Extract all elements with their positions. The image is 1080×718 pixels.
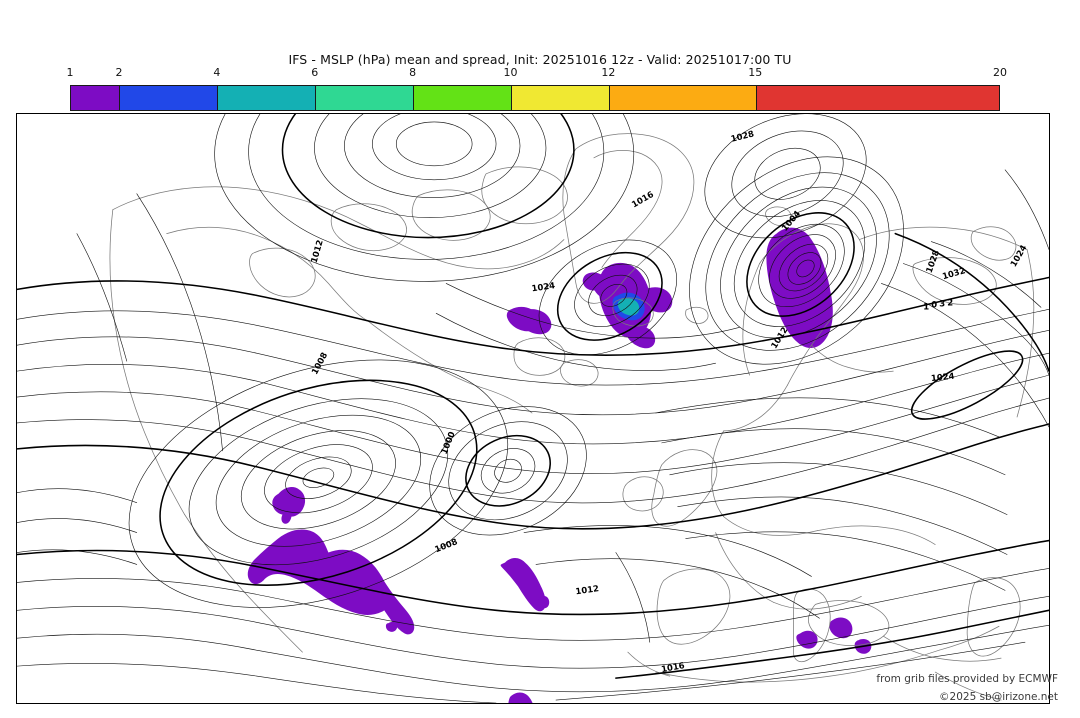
colorbar-tick-8: 8 bbox=[409, 66, 417, 79]
page-title: IFS - MSLP (hPa) mean and spread, Init: … bbox=[288, 52, 792, 67]
colorbar-segment-4-6 bbox=[217, 86, 316, 110]
mslp-contour-bold bbox=[17, 114, 1049, 679]
svg-text:1016: 1016 bbox=[660, 660, 685, 674]
spread-shading-layer bbox=[247, 227, 872, 703]
svg-text:1024: 1024 bbox=[930, 371, 955, 383]
svg-text:1024: 1024 bbox=[531, 280, 556, 293]
colorbar-segment-2-4 bbox=[119, 86, 218, 110]
map-canvas: 1024 1008 1000 1008 1016 1032 1024 1032 … bbox=[17, 114, 1049, 703]
colorbar-tick-2: 2 bbox=[115, 66, 123, 79]
colorbar-segment-10-12 bbox=[511, 86, 610, 110]
colorbar-tick-12: 12 bbox=[601, 66, 616, 79]
colorbar-tick-4: 4 bbox=[213, 66, 221, 79]
colorbar-segment-6-8 bbox=[315, 86, 414, 110]
colorbar-tick-labels: 1 2 4 6 8 10 12 15 20 bbox=[66, 66, 1008, 82]
colorbar-container bbox=[70, 85, 1000, 111]
colorbar-segment-8-10 bbox=[413, 86, 512, 110]
map-panel: 1024 1008 1000 1008 1016 1032 1024 1032 … bbox=[16, 113, 1050, 704]
mslp-spread-colorbar bbox=[70, 85, 1000, 111]
colorbar-segment-12-15 bbox=[609, 86, 756, 110]
colorbar-segment-15-20 bbox=[755, 86, 1000, 110]
copyright-credit: ©2025 sb@irizone.net bbox=[939, 691, 1058, 703]
colorbar-tick-10: 10 bbox=[503, 66, 518, 79]
colorbar-segment-1-2 bbox=[71, 86, 120, 110]
colorbar-tick-1: 1 bbox=[66, 66, 74, 79]
grib-source-credit: from grib files provided by ECMWF bbox=[876, 673, 1058, 685]
colorbar-tick-6: 6 bbox=[311, 66, 319, 79]
colorbar-tick-20: 20 bbox=[993, 66, 1007, 79]
colorbar-tick-15: 15 bbox=[748, 66, 763, 79]
svg-text:1012: 1012 bbox=[575, 583, 600, 596]
